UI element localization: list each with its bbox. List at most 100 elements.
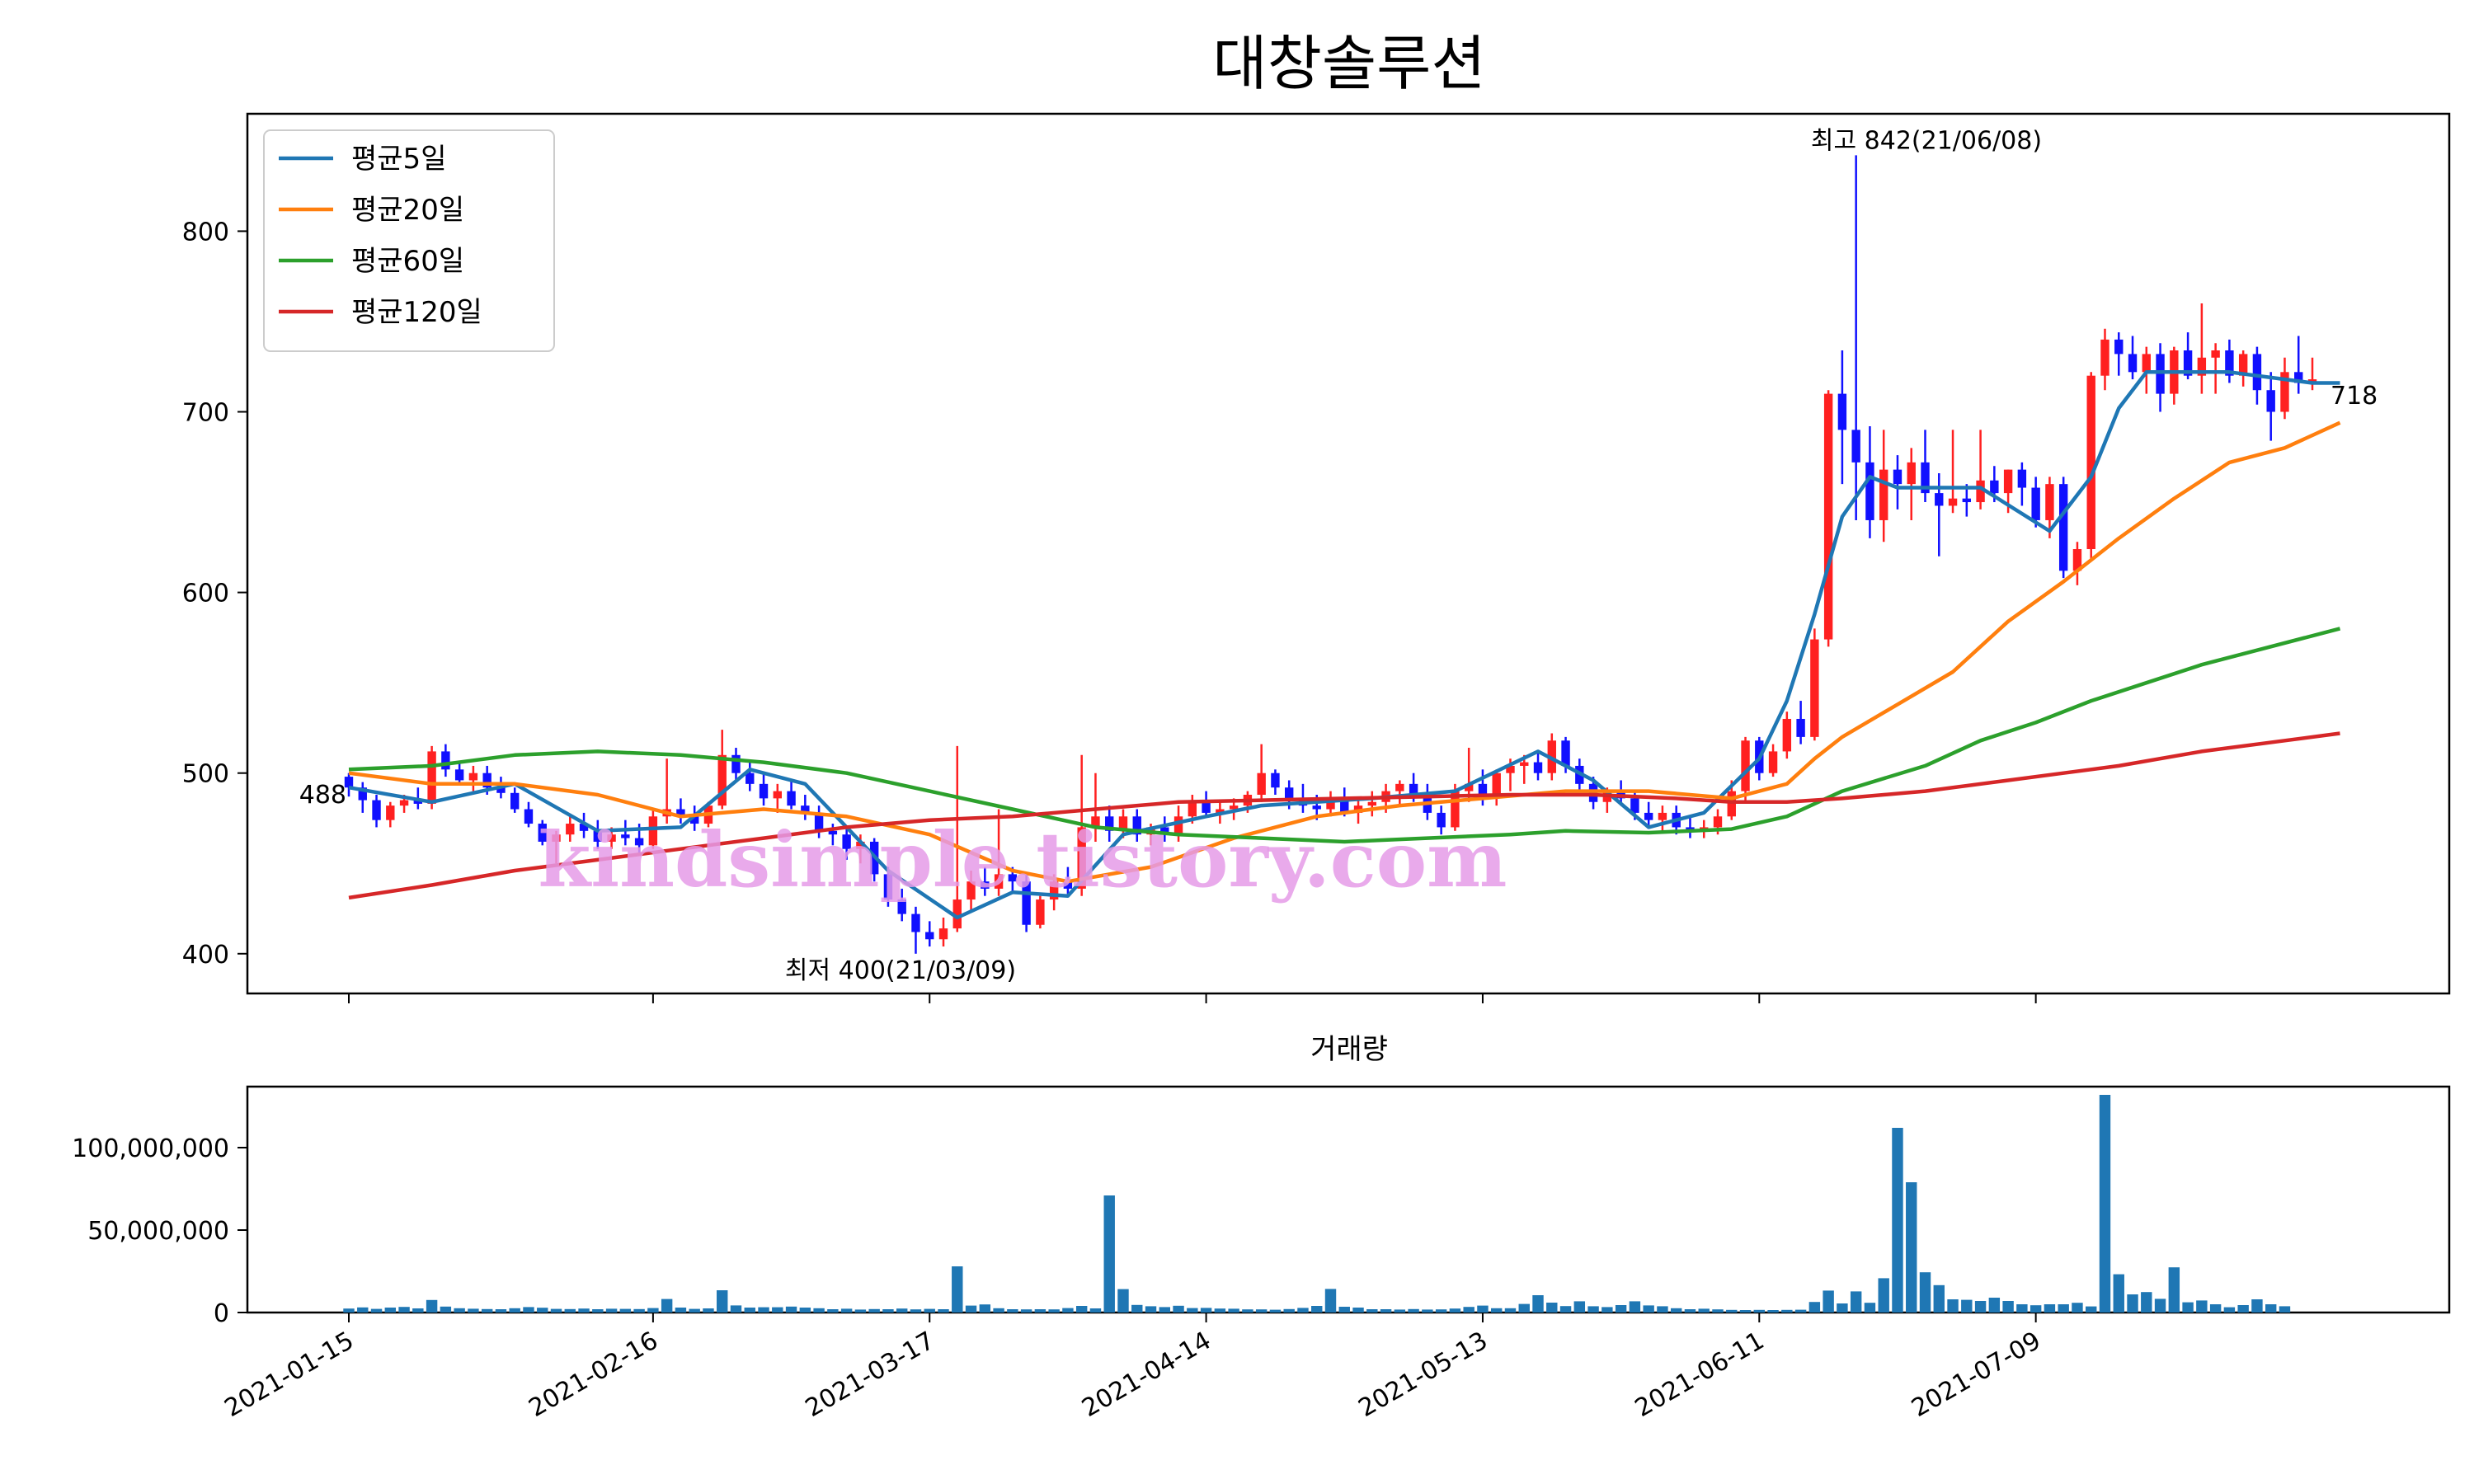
volume-bar (1103, 1195, 1115, 1313)
candle (1202, 791, 1211, 817)
candle (2225, 339, 2234, 383)
candle (1132, 809, 1141, 842)
volume-bar (1974, 1301, 1987, 1313)
candle-body (441, 751, 450, 770)
last-close-label: 718 (2331, 382, 2378, 411)
candle (2058, 477, 2068, 579)
volume-title: 거래량 (1310, 1033, 1388, 1066)
candle-body (552, 834, 561, 842)
candle (1492, 769, 1501, 806)
candle (386, 801, 395, 828)
candle-body (1008, 874, 1018, 882)
candle-body (981, 881, 990, 889)
candle (358, 782, 367, 813)
volume-bar (813, 1308, 825, 1313)
candle-body (593, 830, 603, 842)
candle-body (607, 834, 616, 842)
legend-label: 평균5일 (351, 143, 446, 176)
candle-body (1893, 469, 1903, 485)
candle-body (745, 773, 755, 784)
candle-body (2086, 375, 2095, 550)
candle (538, 819, 547, 846)
volume-bar (965, 1305, 977, 1313)
candle-body (372, 800, 381, 820)
volume-bar (1726, 1309, 1738, 1313)
candle-body (1851, 430, 1860, 463)
candle (883, 866, 893, 907)
volume-bar (1808, 1302, 1821, 1313)
volume-bar (468, 1308, 479, 1313)
volume-bar (1034, 1309, 1047, 1313)
candle (1036, 895, 1045, 929)
volume-bar (647, 1308, 659, 1313)
volume-bar (1048, 1309, 1060, 1313)
candle (1851, 155, 1860, 520)
volume-bar (854, 1309, 867, 1313)
candle-body (1990, 480, 1999, 494)
price-axes-frame (246, 112, 2451, 995)
volume-bar (2030, 1305, 2042, 1313)
volume-bar (550, 1308, 562, 1313)
candle-body (814, 812, 824, 831)
volume-bar (1228, 1308, 1239, 1313)
candle-body (1077, 827, 1086, 889)
volume-bar (979, 1304, 991, 1313)
candle-body (952, 899, 962, 929)
candle (897, 888, 906, 922)
candle-body (2072, 549, 2082, 571)
candle (967, 871, 976, 911)
volume-bar (412, 1308, 424, 1313)
candle-body (911, 913, 920, 932)
candle-body (842, 834, 851, 849)
volume-bar (1200, 1308, 1212, 1313)
candle-body (787, 791, 796, 806)
candle (952, 745, 962, 932)
volume-bar (2002, 1301, 2014, 1313)
volume-bar (1338, 1307, 1350, 1313)
volume-bar (1324, 1289, 1337, 1313)
volume-bar (2154, 1298, 2166, 1313)
candle (427, 745, 436, 810)
volume-bar (2044, 1304, 2056, 1313)
candle (717, 730, 727, 810)
volume-bar (2058, 1304, 2069, 1313)
candle-body (938, 928, 948, 940)
volume-bar (993, 1308, 1004, 1313)
volume-bar (605, 1308, 618, 1313)
volume-bar (910, 1309, 922, 1313)
candle-body (1561, 740, 1570, 766)
candle-body (2058, 484, 2068, 571)
candle (1865, 426, 1874, 538)
candle (1948, 430, 1958, 514)
volume-bar (537, 1308, 548, 1313)
volume-bar (799, 1308, 811, 1313)
candle-body (482, 773, 492, 788)
volume-bar (1698, 1308, 1710, 1313)
candle (566, 816, 575, 842)
volume-bar (1670, 1308, 1682, 1313)
volume-bar (2141, 1292, 2152, 1313)
volume-bar (564, 1308, 576, 1313)
volume-bar (1214, 1308, 1226, 1313)
candle (773, 783, 782, 813)
price-panel: 400 500 600 700 800 최고 842(21/06/08) 최저 400(21… (182, 112, 2451, 1003)
candle-body (2280, 372, 2289, 412)
candle-body (1520, 762, 1529, 766)
volume-bar (952, 1266, 963, 1313)
volume-bar (1131, 1304, 1143, 1313)
price-ytick-label: 600 (182, 580, 229, 608)
candle-body (1768, 751, 1778, 773)
candle-body (1921, 462, 1930, 494)
candle-body (1741, 740, 1750, 791)
volume-bar (1657, 1306, 1668, 1313)
candle-body (1188, 801, 1197, 817)
candle-body (1907, 462, 1916, 485)
volume-bar (1242, 1309, 1253, 1313)
candle-body (731, 754, 741, 773)
candle (1768, 744, 1778, 777)
candle (1367, 791, 1377, 817)
volume-bar (1988, 1298, 2001, 1313)
candle (524, 801, 534, 828)
candle-body (1326, 798, 1335, 810)
